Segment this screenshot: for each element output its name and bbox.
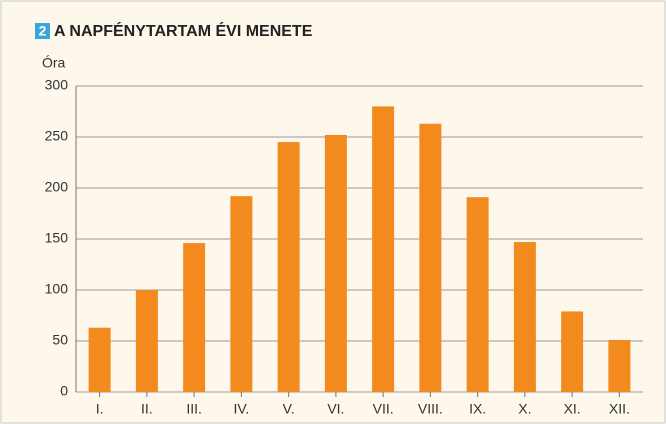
- x-tick-label: III.: [186, 401, 202, 417]
- y-tick-label: 0: [60, 383, 68, 399]
- y-tick-label: 250: [45, 128, 69, 144]
- x-tick-label: XI.: [564, 401, 581, 417]
- bar: [608, 339, 631, 392]
- bar: [419, 123, 442, 393]
- bar: [88, 327, 111, 392]
- x-tick-label: I.: [96, 401, 104, 417]
- bar: [372, 106, 395, 393]
- bar: [230, 196, 253, 392]
- x-tick-label: II.: [141, 401, 153, 417]
- bar: [183, 243, 206, 392]
- x-tick-label: IX.: [469, 401, 486, 417]
- x-tick-label: XII.: [609, 401, 630, 417]
- bar: [561, 311, 584, 392]
- y-tick-label: 100: [45, 281, 69, 297]
- x-tick-label: VII.: [373, 401, 394, 417]
- x-tick-label: IV.: [233, 401, 249, 417]
- x-tick-label: VI.: [327, 401, 344, 417]
- y-tick-label: 200: [45, 179, 69, 195]
- y-tick-label: 50: [52, 332, 68, 348]
- bar: [135, 290, 158, 392]
- bar: [466, 197, 489, 392]
- badge-number: 2: [39, 23, 47, 39]
- y-axis-label: Óra: [42, 55, 66, 71]
- bar: [324, 134, 347, 392]
- badge: [35, 23, 50, 39]
- x-tick-label: V.: [283, 401, 295, 417]
- x-tick-label: VIII.: [418, 401, 443, 417]
- chart-title: A NAPFÉNYTARTAM ÉVI MENETE: [54, 21, 313, 40]
- y-tick-label: 150: [45, 230, 69, 246]
- bar: [277, 142, 300, 392]
- bar: [513, 242, 536, 392]
- y-tick-label: 300: [45, 77, 69, 93]
- x-tick-label: X.: [518, 401, 531, 417]
